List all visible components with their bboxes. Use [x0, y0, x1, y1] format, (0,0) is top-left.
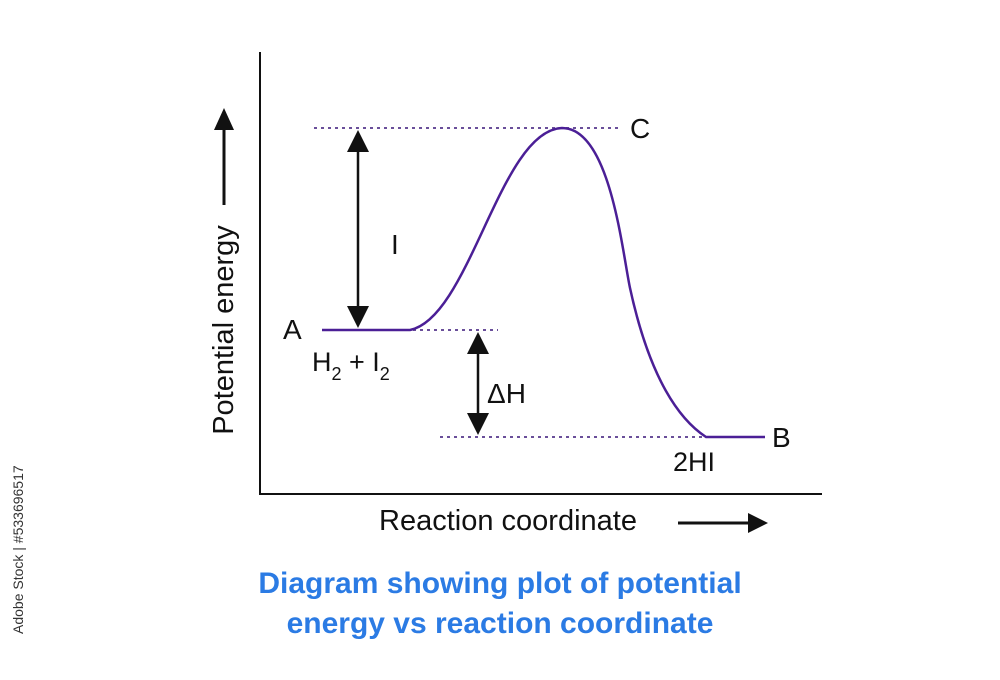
reactant-plus-i: + I: [342, 347, 380, 377]
y-axis-label-arrow-icon: [214, 108, 234, 130]
enthalpy-change-label: ΔH: [487, 378, 526, 409]
reactant-h-subscript: 2: [332, 364, 342, 384]
activation-energy-arrow-up-icon: [347, 130, 369, 152]
caption: Diagram showing plot of potential energy…: [0, 564, 1000, 644]
reactants-label: H2 + I2: [312, 347, 390, 384]
products-label: 2HI: [673, 447, 715, 477]
stock-id-watermark: Adobe Stock | #533696517: [10, 465, 26, 634]
x-axis-label: Reaction coordinate: [379, 505, 637, 537]
x-axis-label-arrow-icon: [748, 513, 768, 533]
activation-energy-arrow-down-icon: [347, 306, 369, 328]
enthalpy-change-arrow-up-icon: [467, 332, 489, 354]
enthalpy-change-arrow-down-icon: [467, 413, 489, 435]
point-b-label: B: [772, 422, 791, 453]
activation-energy-label: I: [391, 229, 399, 260]
caption-line-1: Diagram showing plot of potential: [258, 567, 742, 600]
energy-curve: [322, 126, 765, 439]
caption-line-2: energy vs reaction coordinate: [286, 607, 714, 640]
point-c-label: C: [630, 113, 650, 144]
reactant-i-subscript: 2: [380, 364, 390, 384]
reactant-h: H: [312, 347, 332, 377]
point-a-label: A: [283, 314, 302, 345]
y-axis-label: Potential energy: [208, 225, 240, 435]
